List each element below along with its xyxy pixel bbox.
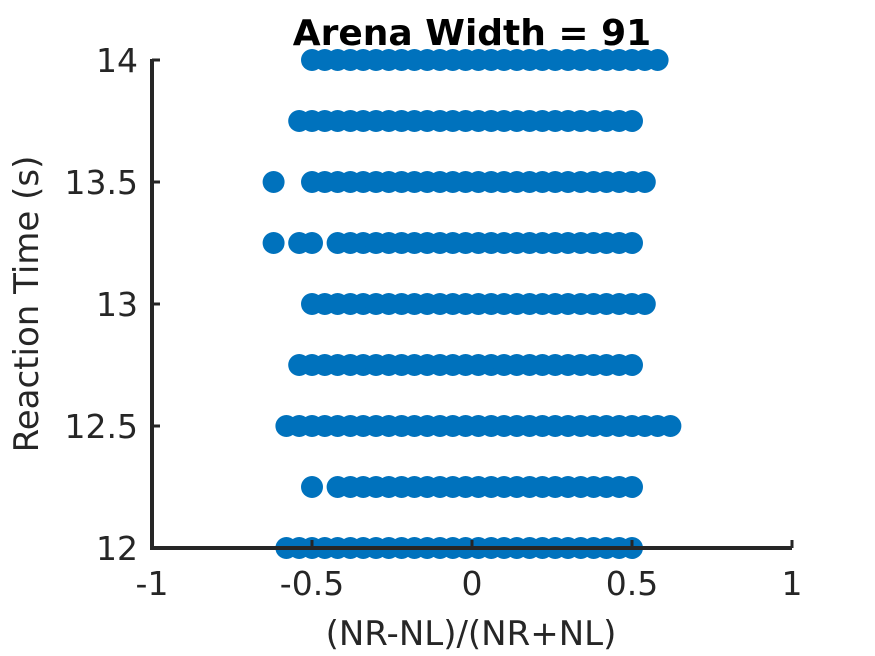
data-point	[621, 354, 643, 376]
x-axis-label: (NR-NL)/(NR+NL)	[326, 614, 617, 654]
x-axis-ticks: -1 -0.5 0 0.5 1	[136, 540, 803, 603]
data-point	[262, 232, 285, 254]
x-tick-label: -0.5	[280, 564, 344, 603]
y-axis-label: Reaction Time (s)	[7, 156, 47, 453]
data-point	[621, 232, 643, 254]
data-point	[301, 232, 323, 254]
y-tick-label: 12.5	[65, 407, 138, 446]
data-point	[301, 476, 323, 498]
y-tick-label: 13	[96, 285, 138, 324]
data-point	[262, 171, 285, 193]
data-point	[646, 49, 669, 71]
y-tick-label: 12	[96, 529, 138, 568]
data-point	[621, 476, 643, 498]
data-point	[621, 110, 643, 132]
y-tick-label: 13.5	[65, 163, 138, 202]
y-tick-label: 14	[96, 41, 138, 80]
y-axis-ticks: 12 12.5 13 13.5 14	[65, 41, 160, 568]
x-tick-label: 0.5	[606, 564, 658, 603]
x-tick-label: -1	[136, 564, 169, 603]
data-point	[659, 415, 682, 437]
chart-title: Arena Width = 91	[293, 13, 651, 54]
x-tick-label: 1	[782, 564, 803, 603]
data-point	[633, 293, 656, 315]
data-point	[633, 171, 656, 193]
x-tick-label: 0	[462, 564, 483, 603]
data-points	[262, 49, 682, 559]
